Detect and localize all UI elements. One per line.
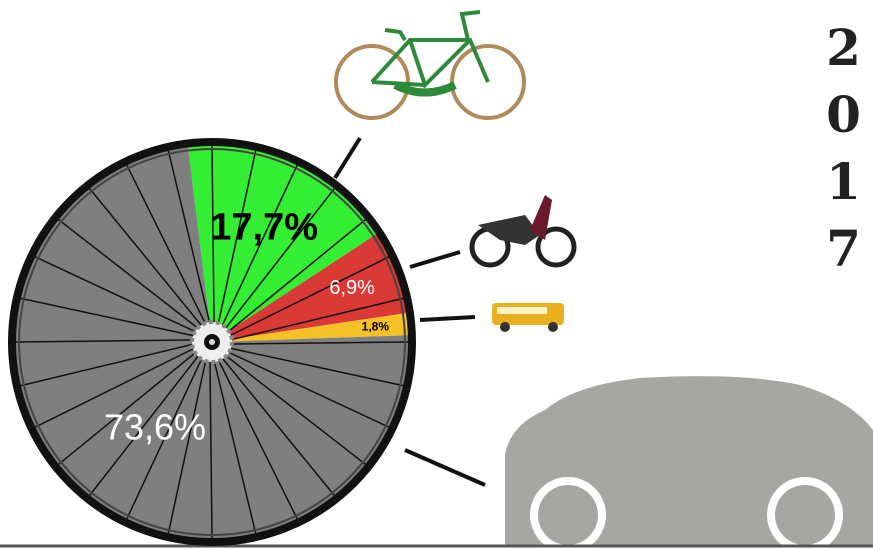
bicycle-icon (336, 12, 524, 118)
data-label: 17,7% (210, 207, 318, 249)
data-label: 6,9% (329, 277, 375, 299)
chart: 17,7% 6,9% 1,8% 73,6% (0, 0, 873, 549)
data-label: 1,8% (362, 319, 390, 333)
hub-dot (209, 339, 215, 345)
wheel (12, 142, 412, 542)
bus-icon (492, 303, 564, 332)
page: 17,7% 6,9% 1,8% 73,6% 2017 (0, 0, 873, 549)
motorcycle-icon (472, 195, 574, 265)
data-label: 73,6% (104, 407, 206, 448)
year-title: 2017 (818, 18, 868, 286)
